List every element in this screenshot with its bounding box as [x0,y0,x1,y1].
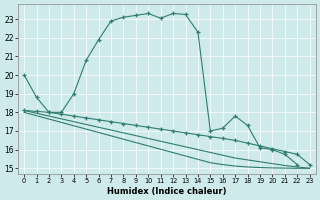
X-axis label: Humidex (Indice chaleur): Humidex (Indice chaleur) [107,187,227,196]
